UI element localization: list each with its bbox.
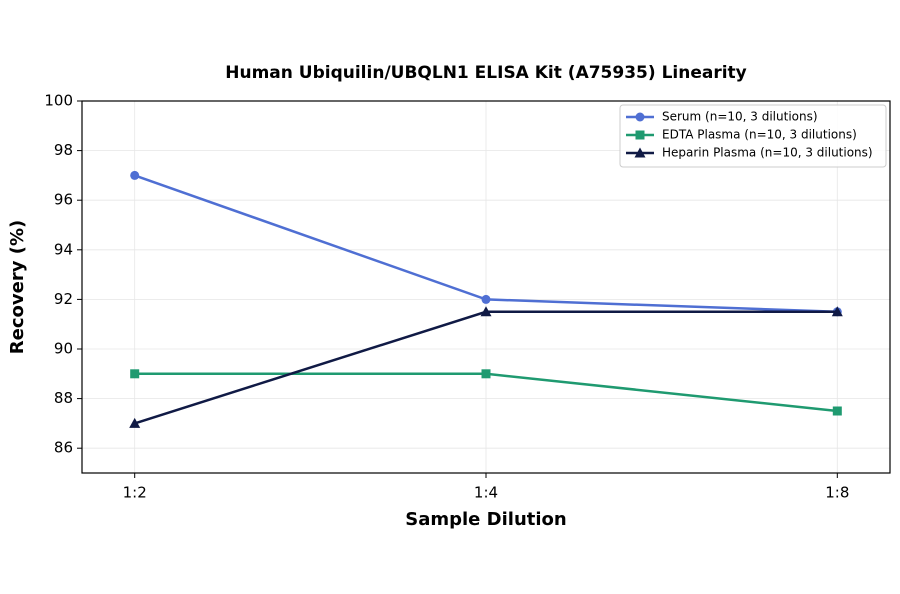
marker [129, 417, 141, 428]
legend-label: Serum (n=10, 3 dilutions) [662, 110, 818, 124]
marker [832, 406, 842, 416]
legend: Serum (n=10, 3 dilutions) EDTA Plasma (n=… [619, 104, 887, 168]
marker [480, 306, 492, 317]
marker [635, 130, 645, 140]
legend-label: EDTA Plasma (n=10, 3 dilutions) [662, 128, 857, 142]
y-tick-label: 92 [54, 290, 73, 308]
marker [635, 112, 645, 122]
legend-box [619, 104, 887, 168]
plot-frame [81, 100, 891, 474]
y-tick-label: 98 [54, 141, 73, 159]
y-tick-label: 100 [44, 92, 73, 110]
x-tick-label: 1:4 [474, 484, 498, 502]
legend-label: Heparin Plasma (n=10, 3 dilutions) [662, 146, 873, 160]
y-axis-label: Recovery (%) [7, 220, 28, 354]
marker [634, 147, 646, 158]
chart-title: Human Ubiquilin/UBQLN1 ELISA Kit (A75935… [225, 63, 747, 83]
x-axis-label: Sample Dilution [405, 509, 566, 530]
y-tick-label: 88 [54, 389, 73, 407]
marker [481, 294, 491, 304]
marker [481, 369, 491, 379]
y-tick-label: 96 [54, 191, 73, 209]
plot [129, 170, 843, 428]
x-tick-label: 1:2 [123, 484, 147, 502]
x-tick-label: 1:8 [825, 484, 849, 502]
y-tick-label: 86 [54, 439, 73, 457]
marker [130, 369, 140, 379]
marker [130, 170, 140, 180]
y-tick-label: 90 [54, 340, 73, 358]
marker [831, 306, 843, 317]
y-tick-label: 94 [54, 240, 73, 258]
